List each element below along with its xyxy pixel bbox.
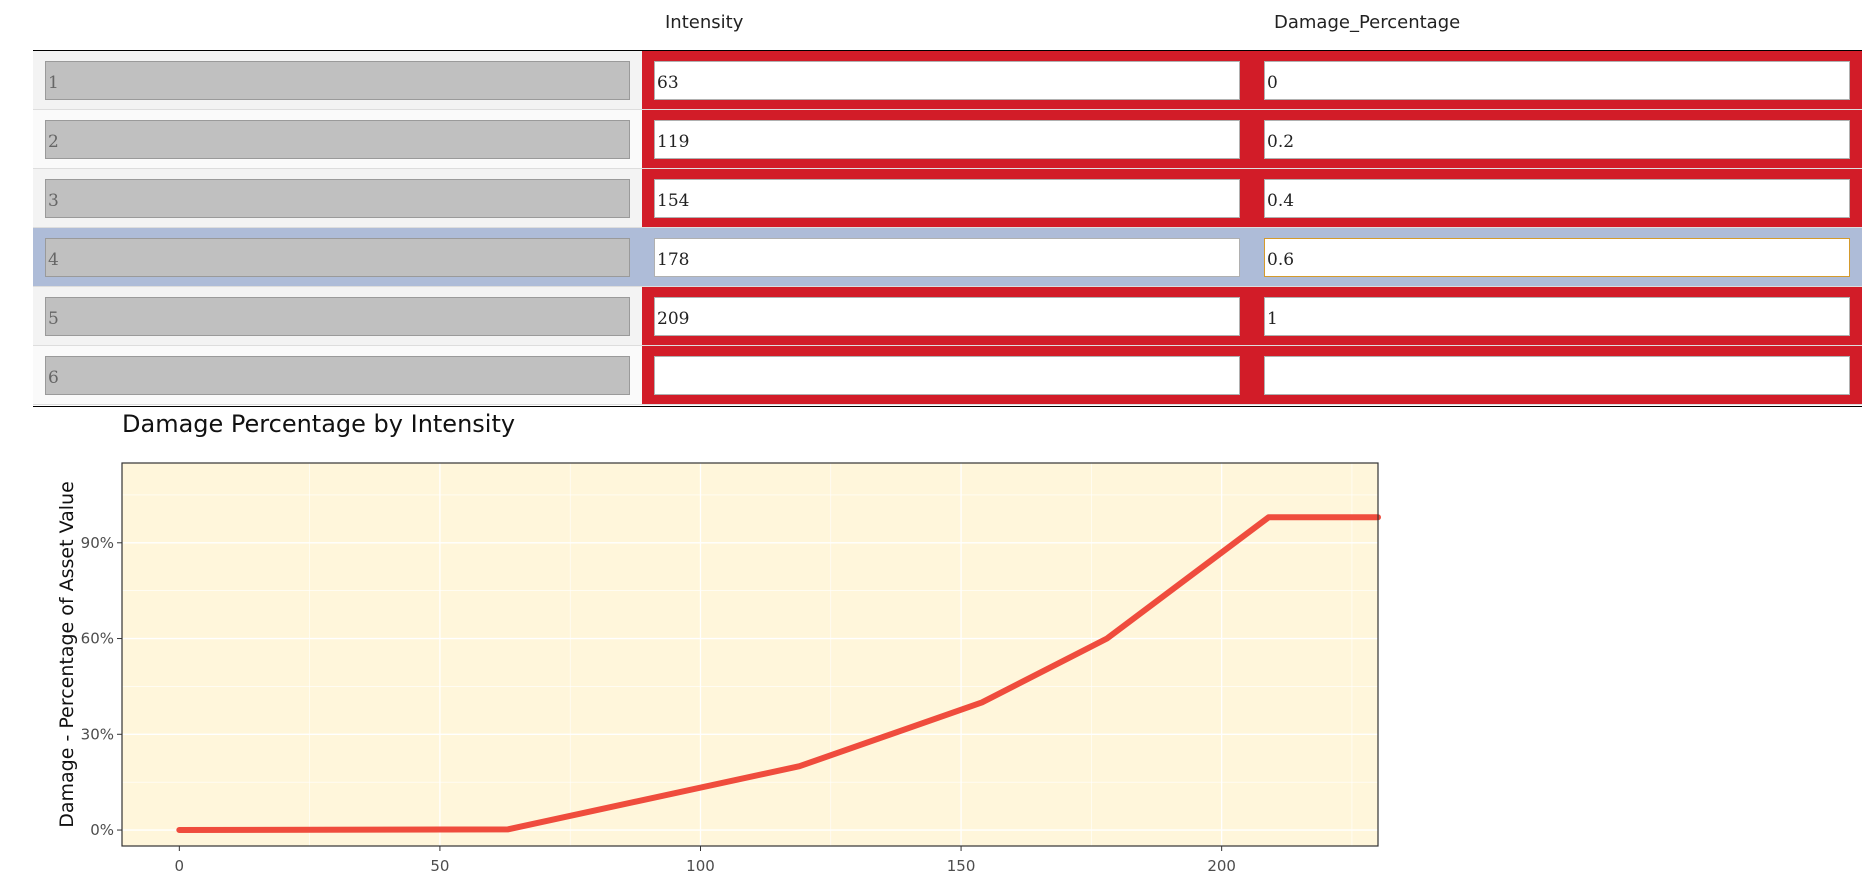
row-index-cell: 4 xyxy=(33,228,642,287)
damage-percentage-input[interactable]: 0.2 xyxy=(1264,120,1850,159)
damage-percentage-input[interactable]: 0.4 xyxy=(1264,179,1850,218)
damage-percentage-input-cell: 0 xyxy=(1252,51,1862,110)
y-tick-label: 90% xyxy=(81,534,114,552)
row-divider xyxy=(33,286,1862,287)
x-tick-label: 0 xyxy=(175,857,185,875)
intensity-input-cell xyxy=(642,346,1252,405)
grid-lines xyxy=(122,463,1378,846)
y-tick-label: 60% xyxy=(81,630,114,648)
plot-border xyxy=(121,462,1379,847)
row-index-field: 1 xyxy=(45,61,630,100)
plot-panel xyxy=(122,463,1378,846)
intensity-input-cell: 178 xyxy=(642,228,1252,287)
row-divider xyxy=(33,404,1862,405)
row-index-cell: 5 xyxy=(33,287,642,346)
damage-percentage-input[interactable]: 1 xyxy=(1264,297,1850,336)
table-row[interactable]: 4 178 0.6 xyxy=(33,228,1862,287)
intensity-input[interactable]: 178 xyxy=(654,238,1240,277)
damage-percentage-input[interactable]: 0 xyxy=(1264,61,1850,100)
y-tick-label: 30% xyxy=(81,725,114,743)
damage-percentage-input-cell: 0.6 xyxy=(1252,228,1862,287)
row-index-field: 3 xyxy=(45,179,630,218)
intensity-input[interactable] xyxy=(654,356,1240,395)
y-axis-label: Damage - Percentage of Asset Value xyxy=(56,481,78,828)
row-index-field: 2 xyxy=(45,120,630,159)
x-tick-label: 50 xyxy=(430,857,449,875)
intensity-input-cell: 154 xyxy=(642,169,1252,228)
row-index-field: 4 xyxy=(45,238,630,277)
row-index-cell: 2 xyxy=(33,110,642,169)
x-tick-label: 100 xyxy=(686,857,715,875)
table-row[interactable]: 2 119 0.2 xyxy=(33,110,1862,169)
column-header-damage-percentage: Damage_Percentage xyxy=(1274,12,1461,33)
intensity-input-cell: 63 xyxy=(642,51,1252,110)
table-row[interactable]: 5 209 1 xyxy=(33,287,1862,346)
intensity-input[interactable]: 209 xyxy=(654,297,1240,336)
intensity-input[interactable]: 154 xyxy=(654,179,1240,218)
damage-percentage-input-cell xyxy=(1252,346,1862,405)
table-row[interactable]: 3 154 0.4 xyxy=(33,169,1862,228)
table-row[interactable]: 1 63 0 xyxy=(33,51,1862,110)
series-line-damage xyxy=(176,514,1381,833)
data-table: 1 63 0 2 119 0.2 3 154 0.4 4 178 0.6 5 209 1 6 xyxy=(33,50,1862,407)
damage-percentage-input[interactable]: 0.6 xyxy=(1264,238,1850,277)
row-divider xyxy=(33,168,1862,169)
chart-title: Damage Percentage by Intensity xyxy=(122,410,516,438)
intensity-input-cell: 209 xyxy=(642,287,1252,346)
damage-percentage-input-cell: 0.4 xyxy=(1252,169,1862,228)
table-row[interactable]: 6 xyxy=(33,346,1862,405)
row-index-cell: 6 xyxy=(33,346,642,405)
intensity-input[interactable]: 119 xyxy=(654,120,1240,159)
row-index-cell: 1 xyxy=(33,51,642,110)
y-tick-label: 0% xyxy=(90,821,114,839)
x-tick-label: 150 xyxy=(947,857,976,875)
damage-percentage-input-cell: 0.2 xyxy=(1252,110,1862,169)
row-divider xyxy=(33,227,1862,228)
damage-percentage-input[interactable] xyxy=(1264,356,1850,395)
column-header-intensity: Intensity xyxy=(665,12,744,33)
row-divider xyxy=(33,345,1862,346)
row-divider xyxy=(33,109,1862,110)
intensity-input[interactable]: 63 xyxy=(654,61,1240,100)
x-tick-label: 200 xyxy=(1207,857,1236,875)
row-index-field: 6 xyxy=(45,356,630,395)
intensity-input-cell: 119 xyxy=(642,110,1252,169)
row-index-field: 5 xyxy=(45,297,630,336)
damage-percentage-input-cell: 1 xyxy=(1252,287,1862,346)
row-index-cell: 3 xyxy=(33,169,642,228)
